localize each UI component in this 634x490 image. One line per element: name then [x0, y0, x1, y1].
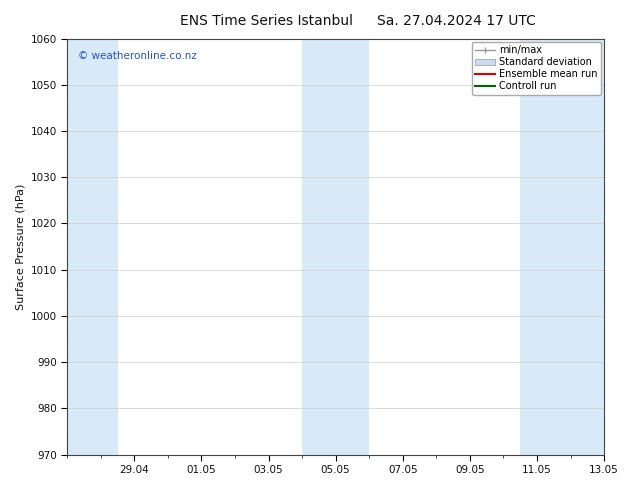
Text: Sa. 27.04.2024 17 UTC: Sa. 27.04.2024 17 UTC: [377, 14, 536, 28]
Text: ENS Time Series Istanbul: ENS Time Series Istanbul: [180, 14, 353, 28]
Bar: [521, 39, 604, 455]
Text: © weatheronline.co.nz: © weatheronline.co.nz: [78, 51, 197, 61]
Legend: min/max, Standard deviation, Ensemble mean run, Controll run: min/max, Standard deviation, Ensemble me…: [472, 42, 601, 95]
Y-axis label: Surface Pressure (hPa): Surface Pressure (hPa): [15, 183, 25, 310]
Bar: [67, 39, 117, 455]
Bar: [302, 39, 369, 455]
